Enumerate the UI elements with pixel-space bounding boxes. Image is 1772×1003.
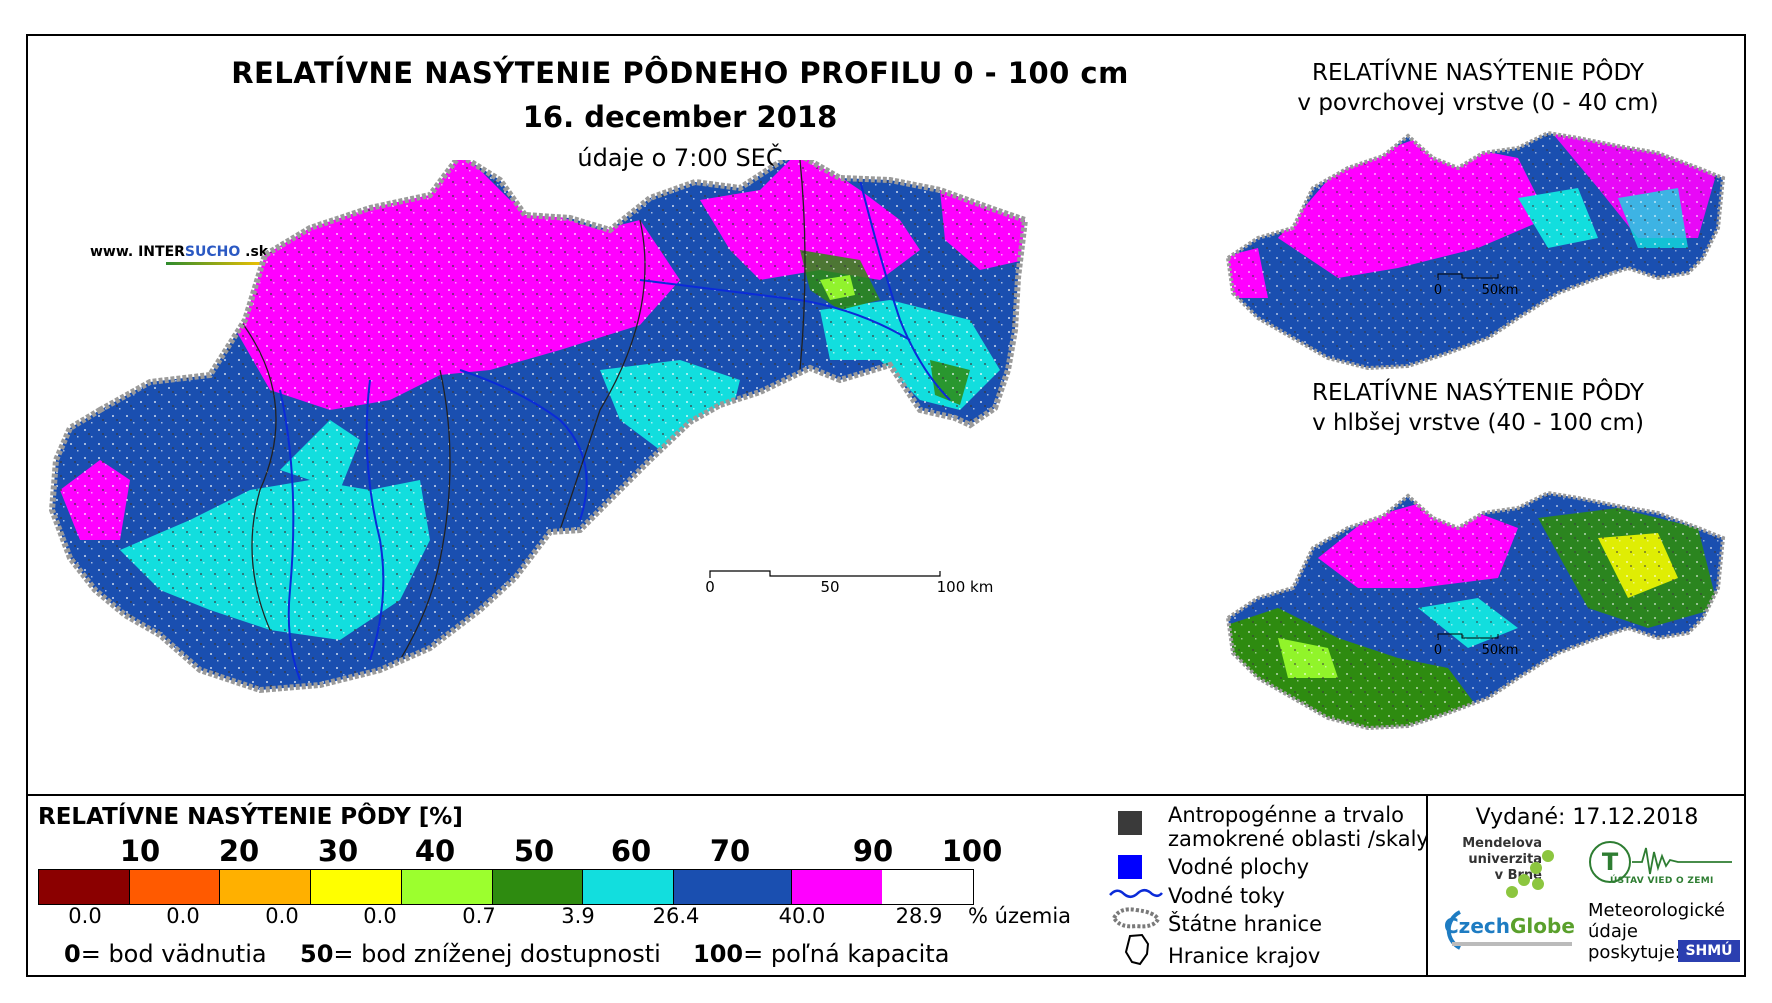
legend-color-segment-3: [220, 870, 312, 904]
met-line3: poskytuje:: [1588, 942, 1681, 963]
legend-tick-90: 90: [852, 834, 894, 868]
legend-key-wilting: 0= bod vädnutia: [64, 940, 267, 968]
mendel-dots-logo: [1506, 850, 1554, 898]
inset-surface-scale: 0 50km: [1434, 273, 1519, 298]
legend-share-2: 0.0: [166, 904, 200, 928]
inset-deep-title: RELATÍVNE NASÝTENIE PÔDY v hlbšej vrstve…: [1282, 378, 1674, 438]
legend-color-segment-8: [674, 870, 792, 904]
mendel-line2: univerzita: [1468, 852, 1542, 867]
website-prefix: www. INTER: [90, 244, 185, 260]
legend-color-segment-7: [583, 870, 675, 904]
map-time: údaje o 7:00 SEČ: [577, 144, 783, 172]
legend-share-8: 40.0: [778, 904, 826, 928]
water-areas-label: Vodné plochy: [1168, 855, 1310, 879]
anthropogenic-label-line1: Antropogénne a trvalo: [1168, 803, 1404, 827]
main-scale-label-100: 100 km: [937, 578, 994, 596]
met-data-provider: Meteorologické údaje poskytuje:: [1588, 900, 1725, 963]
main-scale-label-0: 0: [705, 578, 715, 596]
credits-divider: [1426, 794, 1428, 977]
state-border-label: Štátne hranice: [1168, 912, 1322, 936]
inset-deep-scale: 0 50km: [1434, 633, 1519, 658]
legend-tick-50: 50: [513, 834, 555, 868]
legend-tick-60: 60: [610, 834, 652, 868]
anthropogenic-swatch: [1118, 811, 1142, 835]
legend-color-segment-1: [39, 870, 130, 904]
met-line1: Meteorologické: [1588, 900, 1725, 921]
legend-tick-30: 30: [317, 834, 359, 868]
legend-key-capacity: 100= poľná kapacita: [693, 940, 949, 968]
legend-tick-100: 100: [941, 834, 1003, 868]
inset-surface-scale-end: 50km: [1482, 283, 1519, 298]
legend-color-segment-9: [791, 870, 883, 904]
legend-color-segment-2: [129, 870, 221, 904]
inset-surface-title: RELATÍVNE NASÝTENIE PÔDY v povrchovej vr…: [1282, 58, 1674, 118]
legend-colorbar: [38, 869, 974, 905]
legend-key-reduced-value: 50: [300, 940, 334, 968]
water-area-swatch: [1118, 855, 1142, 879]
map-date: 16. december 2018: [522, 100, 838, 134]
czechglobe-globe: Globe: [1509, 914, 1575, 938]
state-border-icon: [1111, 907, 1161, 929]
legend-share-9: 28.9: [895, 904, 943, 928]
issued-date: Vydané: 17.12.2018: [1475, 805, 1699, 830]
legend-key-reduced-text: = bod zníženej dostupnosti: [333, 940, 661, 968]
legend-share-4: 0.0: [363, 904, 397, 928]
shmu-logo: SHMÚ: [1678, 940, 1740, 962]
mendel-line1: Mendelova: [1462, 836, 1542, 851]
legend-divider: [26, 794, 1746, 796]
inset-deep-title-line2: v hlbšej vrstve (40 - 100 cm): [1312, 410, 1644, 436]
inset-surface-map: 0 50km: [1225, 130, 1726, 371]
legend-key-capacity-value: 100: [693, 940, 744, 968]
legend-tick-70: 70: [709, 834, 751, 868]
ustav-logo-icon: T: [1589, 841, 1732, 883]
legend-tick-40: 40: [414, 834, 456, 868]
svg-text:T: T: [1602, 848, 1619, 876]
czechglobe-subtitle-line: [1452, 942, 1572, 946]
main-scale-bar: 0 50 100 km: [705, 570, 994, 596]
inset-surface-title-line1: RELATÍVNE NASÝTENIE PÔDY: [1312, 60, 1644, 86]
legend-key-capacity-text: = poľná kapacita: [743, 940, 950, 968]
inset-deep-map: 0 50km: [1225, 490, 1726, 731]
legend-share-5: 0.7: [462, 904, 496, 928]
water-courses-label: Vodné toky: [1168, 884, 1285, 908]
legend-key-reduced: 50= bod zníženej dostupnosti: [300, 940, 661, 968]
met-line2: údaje: [1588, 921, 1638, 942]
map-title: RELATÍVNE NASÝTENIE PÔDNEHO PROFILU 0 - …: [231, 56, 1129, 90]
region-border-icon: [1124, 933, 1150, 966]
legend-tick-10: 10: [119, 834, 161, 868]
inset-deep-title-line1: RELATÍVNE NASÝTENIE PÔDY: [1312, 380, 1644, 406]
website-highlight: SUCHO: [184, 244, 241, 260]
inset-deep-scale-end: 50km: [1482, 643, 1519, 658]
legend-color-segment-6: [492, 870, 584, 904]
main-scale-label-50: 50: [820, 578, 839, 596]
legend-color-segment-5: [401, 870, 493, 904]
czechglobe-czech: Czech: [1444, 914, 1510, 938]
inset-surface-title-line2: v povrchovej vrstve (0 - 40 cm): [1297, 90, 1659, 116]
anthropogenic-label-line2: zamokrené oblasti /skaly: [1168, 827, 1429, 851]
legend-tick-20: 20: [218, 834, 260, 868]
inset-surface-scale-zero: 0: [1434, 283, 1442, 298]
legend-share-3: 0.0: [265, 904, 299, 928]
main-map: 0 50 100 km: [48, 160, 1029, 694]
legend-key-wilting-text: = bod vädnutia: [80, 940, 267, 968]
inset-deep-scale-zero: 0: [1434, 643, 1442, 658]
legend-key-wilting-value: 0: [64, 940, 81, 968]
legend-share-1: 0.0: [68, 904, 102, 928]
mendel-line3: v Brně: [1494, 868, 1542, 883]
region-border-label: Hranice krajov: [1168, 944, 1321, 968]
legend-title: RELATÍVNE NASÝTENIE PÔDY [%]: [38, 804, 463, 830]
mendel-logo-text: Mendelova univerzita v Brně: [1462, 836, 1542, 884]
legend-share-6: 3.9: [561, 904, 595, 928]
legend-color-segment-4: [311, 870, 402, 904]
ustav-logo-text: ÚSTAV VIED O ZEMI: [1610, 876, 1714, 886]
czechglobe-logo: CzechGlobe: [1444, 914, 1575, 938]
legend-share-unit: % územia: [968, 904, 1072, 928]
legend-share-7: 26.4: [652, 904, 700, 928]
river-symbol-icon: [1109, 889, 1163, 898]
website-underline: [166, 262, 264, 265]
anthropogenic-label: Antropogénne a trvalo zamokrené oblasti …: [1168, 803, 1429, 851]
